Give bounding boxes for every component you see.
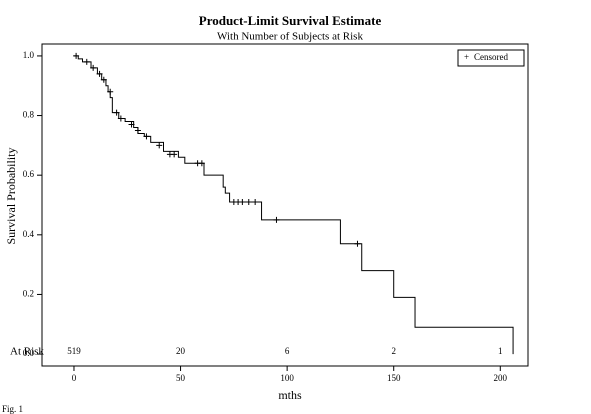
at-risk-count: 519 [67,346,81,356]
x-tick-label: 50 [176,373,186,383]
censored-mark [90,64,97,71]
y-tick-label: 1.0 [23,50,35,60]
legend-box [457,49,525,67]
censored-mark [245,199,252,206]
censored-mark [156,142,163,149]
y-axis-label: Survival Probability [4,148,18,245]
at-risk-count: 6 [285,346,290,356]
censored-mark [107,88,114,95]
censored-mark [73,52,80,59]
at-risk-count: 2 [391,346,396,356]
at-risk-count: 1 [498,346,503,356]
x-tick-label: 0 [72,373,77,383]
x-tick-label: 150 [387,373,401,383]
y-tick-label: 0.2 [23,289,34,299]
censored-mark [100,76,107,83]
y-tick-label: 0.0 [23,348,35,358]
survival-curve [73,55,514,355]
censored-mark [134,127,141,134]
censored-mark [252,199,259,206]
caption: Fig. 1 [2,404,23,414]
censored-mark [171,151,178,158]
plot-frame [41,43,529,367]
chart-subtitle: With Number of Subjects at Risk [217,31,363,43]
censored-mark [273,216,280,223]
censored-mark [113,109,120,116]
at-risk-label: At Risk [10,346,44,358]
censored-mark [96,70,103,77]
chart-title: Product-Limit Survival Estimate [199,13,382,28]
at-risk-count: 20 [176,346,186,356]
legend-symbol: + [464,52,469,62]
legend-label: Censored [474,52,508,62]
x-axis-label: mths [278,388,302,402]
censored-mark [128,121,135,128]
y-tick-label: 0.8 [23,110,35,120]
censored-mark [198,160,205,167]
censored-mark [117,115,124,122]
censored-mark [83,58,90,65]
censored-mark [239,199,246,206]
x-tick-label: 200 [494,373,508,383]
y-tick-label: 0.6 [23,169,35,179]
x-tick-label: 100 [280,373,294,383]
censored-mark [354,240,361,247]
y-tick-label: 0.4 [23,229,35,239]
censored-mark [143,133,150,140]
